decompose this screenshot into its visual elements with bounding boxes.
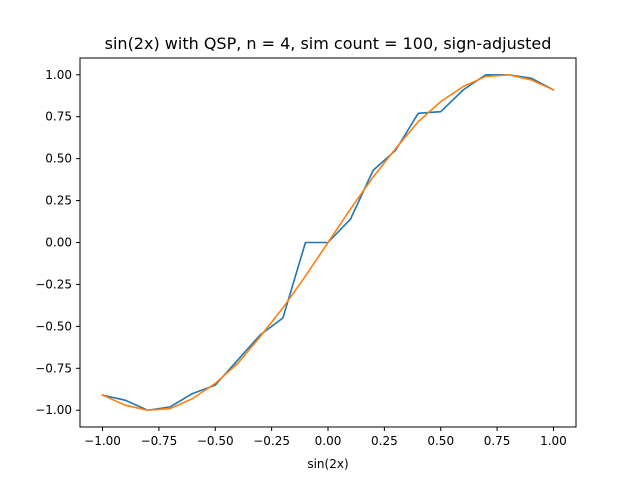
x-tick-label: 1.00 [540,434,567,448]
x-tick-label: −1.00 [84,434,121,448]
y-tick-label: −0.75 [35,361,72,375]
y-tick-label: 0.25 [45,194,72,208]
y-tick-label: 0.00 [45,236,72,250]
x-tick-label: 0.25 [371,434,398,448]
x-tick-label: −0.75 [141,434,178,448]
series-line-2 [101,73,555,412]
axes-layer: −1.00 −0.75 −0.50 −0.25 0.00 0.25 0.50 0.75 1.00… [35,57,577,448]
x-tick-label: 0.00 [315,434,342,448]
y-tick-label: 0.75 [45,110,72,124]
chart-title: sin(2x) with QSP, n = 4, sim count = 100… [105,34,552,53]
y-tick-label: 1.00 [45,68,72,82]
x-axis-label: sin(2x) [307,457,348,471]
y-tick-label: −0.25 [35,277,72,291]
y-tick-label: 0.50 [45,152,72,166]
x-tick-label: −0.50 [197,434,234,448]
x-tick-label: −0.25 [253,434,290,448]
y-tick-label: −0.50 [35,319,72,333]
series-layer [101,73,555,412]
x-tick-label: 0.50 [427,434,454,448]
x-tick-label: 0.75 [484,434,511,448]
y-tick-label: −1.00 [35,403,72,417]
